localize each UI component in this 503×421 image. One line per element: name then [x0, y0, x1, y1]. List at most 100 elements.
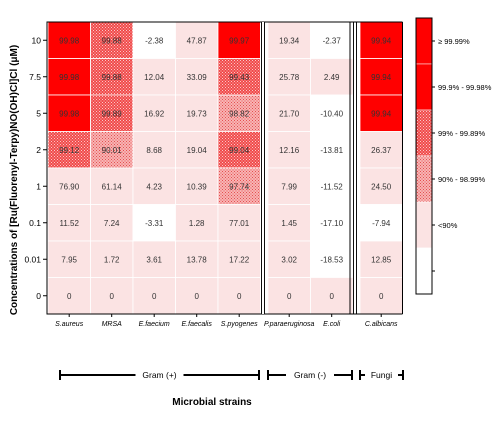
cell-value-label: 90.01 — [102, 146, 123, 155]
heatmap-cell — [175, 131, 219, 169]
cell-value-label: 17.22 — [229, 255, 250, 264]
cell-value-label: 19.34 — [279, 36, 300, 45]
legend-swatch — [415, 247, 433, 295]
heatmap-cell — [267, 240, 311, 278]
heatmap-cell — [90, 94, 134, 132]
x-tick-label: E.faecalis — [182, 321, 213, 328]
cell-value-label: 26.37 — [371, 146, 392, 155]
legend-label: 99% - 99.89% — [438, 129, 485, 138]
cell-value-label: -17.10 — [320, 219, 343, 228]
heatmap-cell — [132, 131, 176, 169]
x-tick-label: E.coli — [323, 321, 341, 328]
x-tick-label: S.pyogenes — [221, 321, 258, 328]
group-label-bg — [135, 369, 184, 381]
cell-value-label: -18.53 — [320, 255, 343, 264]
cell-value-label: 3.02 — [281, 255, 297, 264]
cell-value-label: 33.09 — [187, 73, 208, 82]
cell-value-label: 10.39 — [187, 182, 208, 191]
group-gap — [353, 22, 357, 314]
cell-value-label: 19.73 — [187, 109, 208, 118]
plot-frame — [46, 21, 351, 315]
cell-value-label: 77.01 — [229, 219, 250, 228]
cell-value-label: -2.37 — [323, 36, 342, 45]
y-tick-label: 10 — [32, 35, 42, 45]
heatmap-cell — [217, 204, 261, 242]
legend-label: ≥ 99.99% — [438, 37, 470, 46]
cell-value-label: 47.87 — [187, 36, 208, 45]
cell-value-label: -3.31 — [145, 219, 164, 228]
cell-value-label: -2.38 — [145, 36, 164, 45]
cell-value-label: 99.04 — [229, 146, 250, 155]
heatmap-cell — [47, 240, 91, 278]
heatmap-cell — [217, 277, 261, 315]
x-tick-label: P.paraeruginosa — [264, 321, 315, 328]
cell-value-label: 1.72 — [104, 255, 120, 264]
heatmap-cell — [90, 21, 134, 59]
cell-value-label: 99.98 — [59, 109, 80, 118]
heatmap-cell — [310, 167, 354, 205]
cell-value-label: 7.24 — [104, 219, 120, 228]
heatmap-cell — [132, 240, 176, 278]
heatmap-cell — [132, 277, 176, 315]
cell-value-label: 12.04 — [144, 73, 165, 82]
heatmap-cell — [90, 204, 134, 242]
cell-value-label: 12.16 — [279, 146, 300, 155]
heatmap-cell — [310, 131, 354, 169]
y-tick-label: 0.01 — [24, 254, 41, 264]
cell-value-label: 25.78 — [279, 73, 300, 82]
legend-frame — [415, 17, 433, 295]
heatmap-cell — [310, 204, 354, 242]
heatmap-cell — [175, 58, 219, 96]
cell-value-label: 76.90 — [59, 182, 80, 191]
heatmap-cell — [132, 204, 176, 242]
cell-value-label: 99.94 — [371, 73, 392, 82]
cell-value-label: -10.40 — [320, 109, 343, 118]
cell-value-label: 0 — [379, 292, 384, 301]
heatmap-cell — [359, 277, 403, 315]
cell-value-label: 1.28 — [189, 219, 205, 228]
cell-value-label: 97.74 — [229, 182, 250, 191]
cell-value-label: 7.95 — [61, 255, 77, 264]
cell-value-label: 0 — [194, 292, 199, 301]
cell-value-label: 2.49 — [324, 73, 340, 82]
x-tick-label: E.faecium — [139, 321, 170, 328]
cell-value-label: -7.94 — [372, 219, 391, 228]
group-gap — [261, 22, 265, 314]
cell-value-label: 99.94 — [371, 109, 392, 118]
heatmap-cell — [217, 131, 261, 169]
cell-value-label: 99.89 — [102, 109, 123, 118]
cell-value-label: 8.68 — [146, 146, 162, 155]
cell-value-label: 61.14 — [102, 182, 123, 191]
legend-swatch — [415, 63, 433, 111]
cell-value-label: 99.88 — [102, 36, 123, 45]
heatmap-cell — [47, 94, 91, 132]
cell-value-label: 99.43 — [229, 73, 250, 82]
y-tick-label: 2 — [36, 145, 41, 155]
legend-label: 99.9% - 99.98% — [438, 83, 492, 92]
cell-value-label: 4.23 — [146, 182, 162, 191]
heatmap-cell — [359, 167, 403, 205]
x-tick-label: S.aureus — [55, 321, 84, 328]
cell-value-label: 16.92 — [144, 109, 165, 118]
legend-swatch — [415, 109, 433, 157]
legend-swatch — [415, 155, 433, 203]
x-tick-label: C.albicans — [365, 321, 398, 328]
cell-value-label: 98.82 — [229, 109, 250, 118]
cell-value-label: 19.04 — [187, 146, 208, 155]
heatmap-cell — [217, 240, 261, 278]
heatmap-cell — [310, 94, 354, 132]
heatmap-cell — [90, 240, 134, 278]
group-label: Fungi — [371, 370, 392, 380]
y-tick-label: 5 — [36, 108, 41, 118]
cell-value-label: 11.52 — [59, 219, 79, 228]
cell-value-label: 0 — [109, 292, 114, 301]
cell-value-label: 0 — [329, 292, 334, 301]
group-label-bg — [286, 369, 334, 381]
cell-value-label: 99.98 — [59, 36, 80, 45]
heatmap-cell — [175, 167, 219, 205]
cell-value-label: 0 — [67, 292, 72, 301]
heatmap-cell — [175, 94, 219, 132]
legend-label: <90% — [438, 221, 458, 230]
cell-value-label: 99.94 — [371, 36, 392, 45]
